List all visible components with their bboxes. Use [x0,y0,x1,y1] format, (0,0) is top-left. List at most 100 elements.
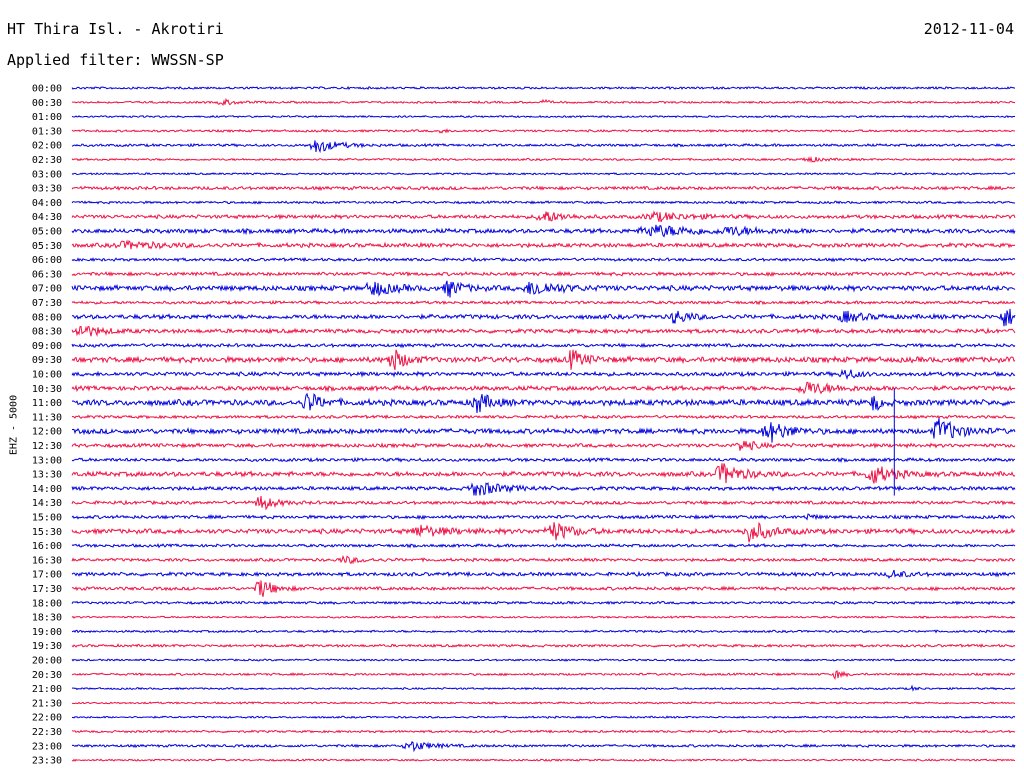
date-label: 2012-11-04 [923,20,1014,38]
seismic-trace [71,456,1016,463]
row-time-label: 07:00 [32,284,62,295]
seismic-trace [71,200,1016,205]
row-time-label: 02:00 [32,141,62,152]
row-time-label: 15:00 [32,513,62,524]
seismic-trace [71,440,1016,451]
seismic-trace [71,684,1016,692]
row-time-label: 16:30 [32,555,62,566]
seismic-trace [71,615,1016,619]
row-time-label: 20:30 [32,670,62,681]
seismic-trace [71,463,1016,484]
row-time-label: 00:30 [32,98,62,109]
row-time-label: 00:00 [32,84,62,95]
row-time-label: 10:30 [32,384,62,395]
seismic-trace [71,381,1016,395]
row-time-label: 14:30 [32,498,62,509]
seismic-trace [71,270,1016,278]
seismic-trace [71,701,1016,705]
seismic-trace [71,184,1016,192]
seismic-trace [71,513,1016,521]
seismic-trace [71,342,1016,349]
row-time-label: 21:00 [32,684,62,695]
row-time-label: 01:30 [32,126,62,137]
seismic-trace [71,224,1016,238]
row-time-label: 18:30 [32,613,62,624]
row-time-label: 22:00 [32,713,62,724]
seismic-trace [71,669,1016,680]
row-time-label: 09:30 [32,355,62,366]
seismic-trace [71,368,1016,380]
seismic-trace [71,299,1016,306]
row-time-label: 03:30 [32,184,62,195]
seismic-trace [71,85,1016,91]
seismic-trace [71,758,1016,762]
seismic-trace [71,414,1016,420]
seismic-trace [71,239,1016,250]
seismic-trace [71,280,1016,298]
seismic-trace [71,629,1016,634]
row-time-label: 08:30 [32,327,62,338]
row-time-label: 23:30 [32,756,62,767]
row-time-label: 08:00 [32,312,62,323]
row-time-label: 15:30 [32,527,62,538]
seismic-trace [71,155,1016,163]
seismic-trace [71,140,1016,154]
seismic-trace [71,715,1016,719]
seismic-trace [71,495,1016,511]
row-time-label: 18:00 [32,598,62,609]
row-time-label: 06:30 [32,269,62,280]
seismic-trace [71,554,1016,565]
seismic-trace [71,210,1016,223]
seismic-trace [71,643,1016,649]
row-time-label: 16:00 [32,541,62,552]
seismic-trace [71,418,1016,443]
seismic-trace [71,114,1016,119]
row-time-label: 17:30 [32,584,62,595]
seismic-trace [71,569,1016,579]
row-time-label: 01:00 [32,112,62,123]
row-time-label: 17:00 [32,570,62,581]
row-time-label: 23:00 [32,741,62,752]
seismic-trace [71,580,1016,597]
row-time-label: 21:30 [32,698,62,709]
row-time-label: 14:00 [32,484,62,495]
seismic-trace [71,392,1016,413]
row-time-label: 05:00 [32,227,62,238]
seismic-trace [71,542,1016,549]
seismic-trace [71,729,1016,734]
row-time-label: 12:30 [32,441,62,452]
row-time-label: 06:00 [32,255,62,266]
row-time-label: 12:00 [32,427,62,438]
row-time-label: 07:30 [32,298,62,309]
filter-label: Applied filter: WWSSN-SP [7,51,224,69]
row-time-label: 05:30 [32,241,62,252]
row-time-label: 04:30 [32,212,62,223]
row-time-label: 10:00 [32,370,62,381]
seismic-trace [71,521,1016,543]
row-time-label: 09:00 [32,341,62,352]
seismic-trace [71,600,1016,606]
row-time-label: 11:00 [32,398,62,409]
row-time-label: 03:00 [32,169,62,180]
seismic-trace [71,349,1016,371]
row-time-label: 20:00 [32,656,62,667]
seismic-trace [71,256,1016,263]
row-time-label: 02:30 [32,155,62,166]
seismic-trace [71,171,1016,176]
row-time-label: 19:00 [32,627,62,638]
row-time-label: 19:30 [32,641,62,652]
row-time-label: 22:30 [32,727,62,738]
seismic-trace [71,308,1016,327]
seismic-trace [71,658,1016,662]
seismic-trace [71,128,1016,134]
seismic-trace [71,482,1016,496]
row-time-label: 11:30 [32,412,62,423]
row-time-label: 04:00 [32,198,62,209]
seismic-trace [71,741,1016,753]
seismic-trace [71,325,1016,338]
row-time-label: 13:00 [32,455,62,466]
seismic-trace [71,97,1016,106]
row-time-label: 13:30 [32,470,62,481]
station-title: HT Thira Isl. - Akrotiri [7,20,224,38]
